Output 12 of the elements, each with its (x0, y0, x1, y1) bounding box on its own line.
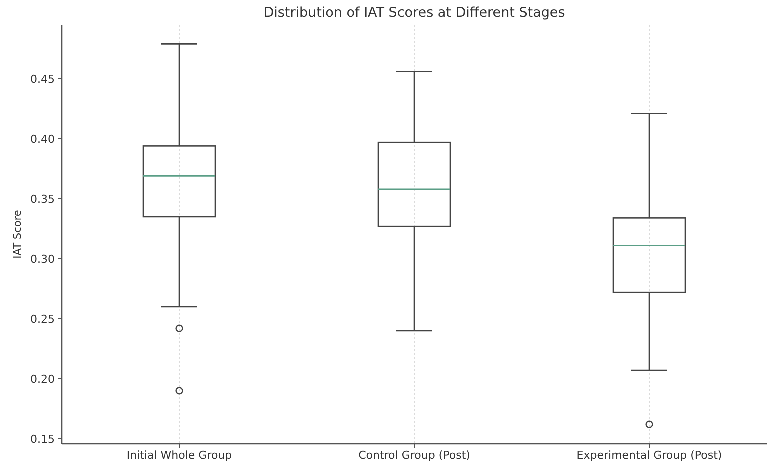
y-tick-label: 0.30 (30, 252, 55, 266)
y-tick-label: 0.35 (30, 192, 55, 206)
y-axis-title: IAT Score (12, 210, 24, 259)
y-tick-label: 0.15 (30, 432, 55, 446)
y-tick-label: 0.40 (30, 132, 55, 146)
y-tick-label: 0.25 (30, 312, 55, 326)
y-tick-label: 0.20 (30, 372, 55, 386)
x-tick-label: Experimental Group (Post) (576, 449, 722, 461)
x-tick-label: Control Group (Post) (358, 449, 470, 461)
y-tick-label: 0.45 (30, 72, 55, 86)
chart-title: Distribution of IAT Scores at Different Stages (264, 5, 566, 21)
x-tick-label: Initial Whole Group (126, 449, 232, 461)
